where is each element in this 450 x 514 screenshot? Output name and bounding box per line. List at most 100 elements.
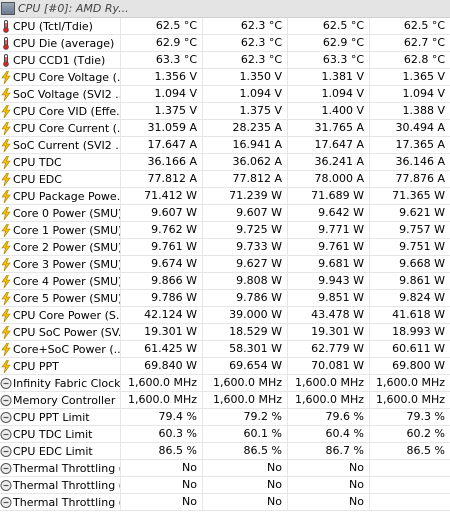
- gauge-icon: [0, 496, 12, 509]
- sensor-row[interactable]: CPU (Tctl/Tdie) 62.5 °C 62.3 °C 62.5 °C 62.5…: [0, 17, 450, 35]
- sensor-label: CPU Package Powe...: [13, 189, 120, 203]
- sensor-row[interactable]: CPU Die (average) 62.9 °C 62.3 °C 62.9 °C 62…: [0, 34, 450, 52]
- lightning-icon: [0, 308, 12, 322]
- sensor-name-cell: CPU EDC Limit: [0, 445, 120, 458]
- sensor-row[interactable]: CPU CCD1 (Tdie) 63.3 °C 62.3 °C 63.3 °C 62.8…: [0, 51, 450, 69]
- max-value: 9.851 W: [287, 289, 369, 307]
- sensor-label: Infinity Fabric Clock...: [13, 376, 120, 390]
- max-value: 9.943 W: [287, 272, 369, 290]
- sensor-row[interactable]: CPU TDC 36.166 A 36.062 A 36.241 A 36.146 A: [0, 153, 450, 171]
- average-value: 1,600.0 MHz: [369, 374, 450, 392]
- sensor-label: CPU EDC: [13, 172, 62, 186]
- sensor-label: Thermal Throttling (...: [13, 495, 120, 509]
- average-value: 36.146 A: [369, 153, 450, 171]
- sensor-name-cell: SoC Voltage (SVI2 ...: [0, 87, 120, 101]
- sensor-name-cell: Core 1 Power (SMU): [0, 223, 120, 237]
- min-value: 62.3 °C: [202, 34, 287, 52]
- min-value: 62.3 °C: [202, 51, 287, 69]
- max-value: 78.000 A: [287, 170, 369, 188]
- min-value: 60.1 %: [202, 425, 287, 443]
- min-value: 86.5 %: [202, 442, 287, 460]
- average-value: 60.611 W: [369, 340, 450, 358]
- sensor-name-cell: Thermal Throttling (...: [0, 462, 120, 475]
- gauge-icon: [0, 428, 12, 441]
- min-value: No: [202, 476, 287, 494]
- min-value: 58.301 W: [202, 340, 287, 358]
- sensor-row[interactable]: CPU Core VID (Effe... 1.375 V 1.375 V 1.400…: [0, 102, 450, 120]
- sensor-label: CPU SoC Power (SV...: [13, 325, 120, 339]
- lightning-icon: [0, 104, 12, 118]
- sensor-row[interactable]: Core+SoC Power (... 61.425 W 58.301 W 62.77…: [0, 340, 450, 358]
- sensor-row[interactable]: CPU EDC 77.812 A 77.812 A 78.000 A 77.876 A: [0, 170, 450, 188]
- sensor-name-cell: CPU PPT: [0, 359, 120, 373]
- sensor-group-header[interactable]: CPU [#0]: AMD Ry...: [0, 0, 450, 18]
- sensor-row[interactable]: CPU EDC Limit 86.5 % 86.5 % 86.7 % 86.5 %: [0, 442, 450, 460]
- sensor-name-cell: Thermal Throttling (...: [0, 479, 120, 492]
- min-value: 1,600.0 MHz: [202, 374, 287, 392]
- lightning-icon: [0, 155, 12, 169]
- sensor-row[interactable]: CPU Core Power (S... 42.124 W 39.000 W 43.4…: [0, 306, 450, 324]
- sensor-row[interactable]: Memory Controller ... 1,600.0 MHz 1,600.0 …: [0, 391, 450, 409]
- sensor-label: Core 5 Power (SMU): [13, 291, 120, 305]
- thermometer-icon: [0, 36, 12, 50]
- sensor-row[interactable]: Infinity Fabric Clock... 1,600.0 MHz 1,600…: [0, 374, 450, 392]
- current-value: 31.059 A: [120, 119, 202, 137]
- sensor-name-cell: Core 4 Power (SMU): [0, 274, 120, 288]
- min-value: 77.812 A: [202, 170, 287, 188]
- min-value: 62.3 °C: [202, 17, 287, 35]
- max-value: 62.779 W: [287, 340, 369, 358]
- min-value: No: [202, 493, 287, 511]
- sensor-label: Core 1 Power (SMU): [13, 223, 120, 237]
- max-value: No: [287, 493, 369, 511]
- current-value: 86.5 %: [120, 442, 202, 460]
- average-value: 9.668 W: [369, 255, 450, 273]
- sensor-row[interactable]: CPU Package Powe... 71.412 W 71.239 W 71.68…: [0, 187, 450, 205]
- max-value: 71.689 W: [287, 187, 369, 205]
- sensor-row[interactable]: SoC Voltage (SVI2 ... 1.094 V 1.094 V 1.094…: [0, 85, 450, 103]
- sensor-row[interactable]: SoC Current (SVI2 ... 17.647 A 16.941 A 17.…: [0, 136, 450, 154]
- sensor-label: CPU (Tctl/Tdie): [13, 19, 93, 33]
- sensor-name-cell: CPU SoC Power (SV...: [0, 325, 120, 339]
- sensor-rows: CPU (Tctl/Tdie) 62.5 °C 62.3 °C 62.5 °C 62.5…: [0, 17, 450, 511]
- sensor-row[interactable]: CPU PPT Limit 79.4 % 79.2 % 79.6 % 79.3 %: [0, 408, 450, 426]
- sensor-name-cell: CPU EDC: [0, 172, 120, 186]
- sensor-row[interactable]: CPU PPT 69.840 W 69.654 W 70.081 W 69.800 W: [0, 357, 450, 375]
- average-value: 1,600.0 MHz: [369, 391, 450, 409]
- sensor-name-cell: Infinity Fabric Clock...: [0, 377, 120, 390]
- sensor-label: CPU Core Power (S...: [13, 308, 120, 322]
- sensor-label: Core 3 Power (SMU): [13, 257, 120, 271]
- average-value: [369, 493, 450, 511]
- current-value: 1,600.0 MHz: [120, 374, 202, 392]
- sensor-row[interactable]: CPU Core Voltage (... 1.356 V 1.350 V 1.381…: [0, 68, 450, 86]
- sensor-row[interactable]: CPU Core Current (... 31.059 A 28.235 A 31.…: [0, 119, 450, 137]
- thermometer-icon: [0, 19, 12, 33]
- average-value: 60.2 %: [369, 425, 450, 443]
- sensor-name-cell: Core 0 Power (SMU): [0, 206, 120, 220]
- average-value: [369, 476, 450, 494]
- sensor-name-cell: CPU PPT Limit: [0, 411, 120, 424]
- max-value: 62.9 °C: [287, 34, 369, 52]
- sensor-name-cell: Core 3 Power (SMU): [0, 257, 120, 271]
- sensor-row[interactable]: CPU SoC Power (SV... 19.301 W 18.529 W 19.3…: [0, 323, 450, 341]
- sensor-row[interactable]: CPU TDC Limit 60.3 % 60.1 % 60.4 % 60.2 %: [0, 425, 450, 443]
- average-value: 30.494 A: [369, 119, 450, 137]
- average-value: 9.621 W: [369, 204, 450, 222]
- average-value: 79.3 %: [369, 408, 450, 426]
- average-value: 86.5 %: [369, 442, 450, 460]
- min-value: 9.786 W: [202, 289, 287, 307]
- max-value: 79.6 %: [287, 408, 369, 426]
- min-value: 1.375 V: [202, 102, 287, 120]
- thermometer-icon: [0, 53, 12, 67]
- average-value: 69.800 W: [369, 357, 450, 375]
- average-value: 1.094 V: [369, 85, 450, 103]
